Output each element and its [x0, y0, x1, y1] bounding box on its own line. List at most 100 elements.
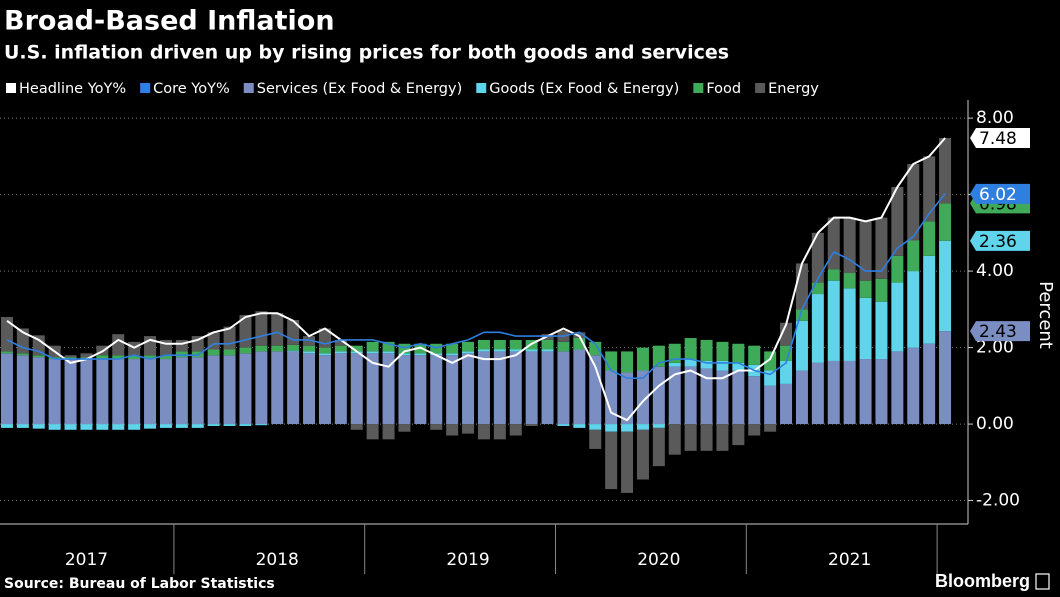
- bar-segment: [589, 429, 602, 449]
- bar-segment: [287, 344, 300, 351]
- bar-segment: [287, 351, 300, 425]
- legend-swatch: [755, 83, 766, 93]
- bar-segment: [96, 355, 109, 360]
- bar-segment: [80, 424, 93, 430]
- bar-segment: [811, 232, 824, 283]
- bar-segment: [159, 355, 172, 360]
- bar-segment: [159, 359, 172, 425]
- value-label-box: [970, 128, 1030, 149]
- bar-segment: [175, 357, 188, 425]
- legend-label: Services (Ex Food & Energy): [257, 81, 462, 97]
- bar-segment: [128, 359, 141, 425]
- bar-segment: [716, 370, 729, 425]
- bar-segment: [700, 424, 713, 451]
- bar-segment: [636, 429, 649, 480]
- bar-segment: [112, 359, 125, 425]
- bar-segment: [875, 359, 888, 425]
- bar-segment: [64, 357, 77, 360]
- bar-segment: [239, 424, 252, 426]
- bar-segment: [430, 343, 443, 354]
- bar-segment: [16, 424, 29, 428]
- bar-segment: [748, 345, 761, 365]
- bar-segment: [573, 424, 586, 428]
- bar-segment: [827, 269, 840, 281]
- bar-segment: [684, 424, 697, 451]
- bar-segment: [446, 424, 459, 436]
- bar-segment: [859, 280, 872, 298]
- bar-segment: [446, 343, 459, 354]
- bar-segment: [605, 370, 618, 425]
- bar-segment: [684, 338, 697, 360]
- bar-segment: [271, 313, 284, 346]
- bar-segment: [764, 351, 777, 371]
- bar-segment: [795, 309, 808, 321]
- bar-segment: [303, 353, 316, 425]
- bar-segment: [96, 424, 109, 430]
- bar-segment: [557, 351, 570, 425]
- bar-segment: [923, 255, 936, 344]
- bar-segment: [732, 362, 745, 371]
- bar-segment: [398, 424, 411, 432]
- bar-segment: [605, 351, 618, 371]
- bar-segment: [223, 349, 236, 356]
- value-label: 2.43: [970, 321, 1030, 342]
- bar-segment: [923, 221, 936, 256]
- bar-segment: [223, 424, 236, 426]
- y-tick-label: 4.00: [976, 261, 1014, 281]
- bar-segment: [0, 353, 13, 425]
- bar-segment: [303, 345, 316, 352]
- bar-segment: [318, 347, 331, 354]
- bar-segment: [605, 431, 618, 490]
- bar-segment: [175, 339, 188, 352]
- bar-segment: [621, 351, 634, 373]
- bar-segment: [144, 424, 157, 429]
- bar-segment: [509, 424, 522, 436]
- bar-segment: [875, 278, 888, 302]
- bar-segment: [795, 370, 808, 425]
- legend-swatch: [6, 83, 16, 93]
- bar-segment: [827, 280, 840, 361]
- bar-segment: [621, 372, 634, 425]
- value-label-box: [970, 230, 1030, 251]
- bar-segment: [764, 385, 777, 425]
- bar-segment: [843, 217, 856, 274]
- bar-segment: [207, 355, 220, 425]
- bar-segment: [541, 351, 554, 425]
- legend-swatch: [693, 83, 704, 93]
- bar-segment: [477, 351, 490, 425]
- bar-segment: [430, 424, 443, 430]
- bar-segment: [350, 424, 363, 430]
- bar-segment: [843, 273, 856, 289]
- bar-segment: [48, 424, 61, 430]
- bar-segment: [923, 343, 936, 425]
- bar-segment: [382, 353, 395, 425]
- bar-segment: [716, 341, 729, 361]
- bar-segment: [32, 355, 45, 358]
- bar-segment: [96, 359, 109, 425]
- bar-segment: [159, 424, 172, 428]
- bar-segment: [875, 217, 888, 279]
- bar-segment: [366, 341, 379, 352]
- value-label-box: [970, 183, 1030, 204]
- bar-segment: [271, 345, 284, 352]
- bar-segment: [652, 427, 665, 467]
- bar-segment: [541, 349, 554, 352]
- bar-segment: [446, 355, 459, 425]
- bar-segment: [780, 360, 793, 384]
- bar-segment: [414, 353, 427, 356]
- bar-segment: [684, 366, 697, 425]
- bar-segment: [318, 353, 331, 356]
- bar-segment: [462, 424, 475, 434]
- bar-segment: [191, 357, 204, 425]
- bar-segment: [64, 355, 77, 358]
- x-tick-label: 2017: [65, 550, 108, 570]
- bar-segment: [223, 355, 236, 425]
- legend-swatch: [476, 83, 487, 93]
- bar-segment: [493, 349, 506, 352]
- bar-segment: [636, 424, 649, 430]
- bar-segment: [271, 351, 284, 425]
- bar-segment: [207, 424, 220, 426]
- bar-segment: [430, 355, 443, 425]
- bar-segment: [398, 355, 411, 425]
- bar-segment: [80, 353, 93, 358]
